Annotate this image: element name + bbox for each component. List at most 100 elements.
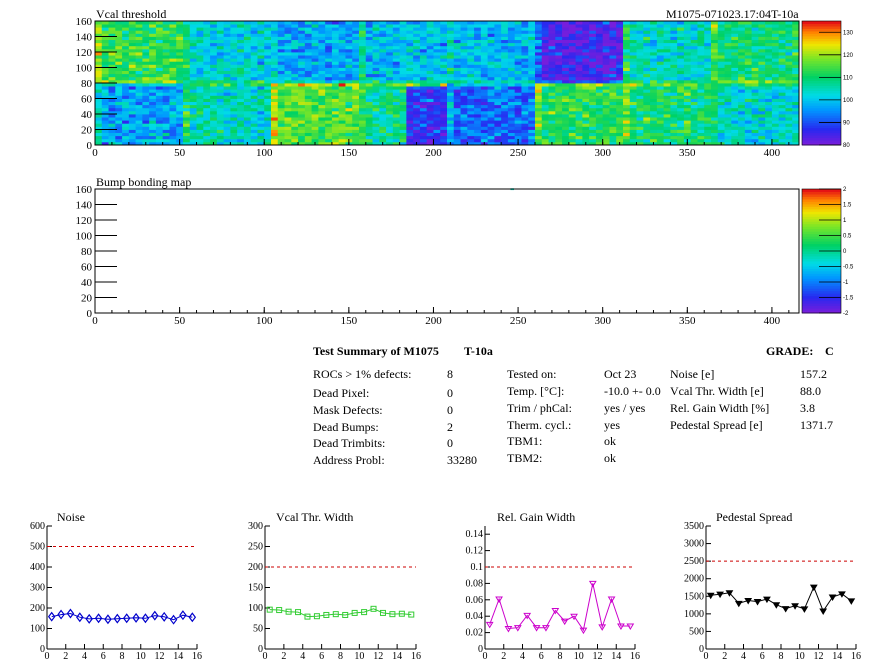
pixel-cell xyxy=(650,61,658,65)
pixel-cell xyxy=(433,135,441,140)
pixel-cell xyxy=(555,52,563,56)
x-tick-label: 0 xyxy=(45,651,50,662)
pixel-cell xyxy=(711,64,719,68)
pixel-cell xyxy=(277,70,285,75)
pixel-cell xyxy=(704,45,712,50)
pixel-cell xyxy=(196,48,204,53)
pixel-cell xyxy=(311,92,319,96)
pixel-cell xyxy=(237,58,245,62)
pixel-cell xyxy=(298,86,306,90)
pixel-cell xyxy=(419,138,428,143)
pixel-cell xyxy=(230,110,238,115)
pixel-cell xyxy=(237,30,245,34)
pixel-cell xyxy=(115,107,123,112)
pixel-cell xyxy=(792,83,800,87)
pixel-cell xyxy=(399,132,407,137)
pixel-cell xyxy=(507,58,516,62)
pixel-cell xyxy=(663,101,671,106)
pixel-cell xyxy=(765,114,773,118)
pixel-cell xyxy=(108,70,116,75)
pixel-cell xyxy=(237,141,245,146)
pixel-cell xyxy=(291,39,299,44)
pixel-cell xyxy=(440,132,448,137)
pixel-cell xyxy=(595,27,604,31)
pixel-cell xyxy=(589,27,597,31)
pixel-cell xyxy=(298,33,306,37)
pixel-cell xyxy=(541,114,549,118)
pixel-cell xyxy=(677,135,685,140)
data-point xyxy=(560,618,569,626)
pixel-cell xyxy=(683,86,692,90)
pixel-cell xyxy=(636,83,644,87)
pixel-cell xyxy=(318,33,326,37)
pixel-cell xyxy=(474,39,482,44)
pixel-cell xyxy=(216,129,225,133)
pixel-cell xyxy=(609,135,617,140)
color-scale-bin xyxy=(802,193,841,197)
pixel-cell xyxy=(528,24,536,28)
pixel-cell xyxy=(460,48,468,53)
pixel-cell xyxy=(616,83,624,87)
pixel-cell xyxy=(677,39,685,44)
pixel-cell xyxy=(196,123,204,127)
pixel-cell xyxy=(582,58,590,62)
pixel-cell xyxy=(189,52,197,56)
pixel-cell xyxy=(609,76,617,81)
pixel-cell xyxy=(128,95,137,99)
pixel-cell xyxy=(738,120,746,124)
pixel-cell xyxy=(162,58,170,62)
pixel-cell xyxy=(189,42,197,47)
pixel-cell xyxy=(480,55,489,59)
color-scale-bin xyxy=(802,50,841,54)
pixel-cell xyxy=(453,89,461,93)
pixel-cell xyxy=(413,39,421,44)
pixel-cell xyxy=(128,64,137,68)
pixel-cell xyxy=(690,30,698,34)
pixel-cell xyxy=(243,58,252,62)
pixel-cell xyxy=(629,45,637,50)
pixel-cell xyxy=(162,114,170,118)
pixel-cell xyxy=(744,24,753,28)
pixel-cell xyxy=(778,126,786,130)
bump-bonding-axes: 0 50 100 150 200 250 300 350 4000204060801001201… xyxy=(76,184,800,327)
pixel-cell xyxy=(365,76,373,81)
pixel-cell xyxy=(467,36,475,40)
data-point xyxy=(160,611,168,622)
pixel-cell xyxy=(223,36,231,40)
pixel-cell xyxy=(108,120,116,124)
color-scale-bin xyxy=(802,97,841,101)
pixel-cell xyxy=(467,24,475,28)
pixel-cell xyxy=(480,120,489,124)
pixel-cell xyxy=(365,123,373,127)
pixel-cell xyxy=(690,86,698,90)
pixel-cell xyxy=(704,120,712,124)
pixel-cell xyxy=(298,101,306,106)
pixel-cell xyxy=(765,27,773,31)
pixel-cell xyxy=(230,42,238,47)
pixel-cell xyxy=(406,126,414,130)
pixel-cell xyxy=(555,114,563,118)
pixel-cell xyxy=(419,27,428,31)
pixel-cell xyxy=(683,67,692,71)
pixel-cell xyxy=(656,123,665,127)
pixel-cell xyxy=(406,135,414,140)
pixel-cell xyxy=(677,104,685,109)
pixel-cell xyxy=(467,52,475,56)
pixel-cell xyxy=(771,67,780,71)
pixel-cell xyxy=(440,107,448,112)
pixel-cell xyxy=(338,70,346,75)
pixel-cell xyxy=(636,67,644,71)
pixel-cell xyxy=(480,30,489,34)
pixel-cell xyxy=(298,117,306,121)
color-scale-tick-label: 80 xyxy=(843,143,850,149)
pixel-cell xyxy=(616,36,624,40)
pixel-cell xyxy=(352,58,360,62)
pixel-cell xyxy=(365,33,373,37)
pixel-cell xyxy=(494,33,502,37)
x-tick-label: 12 xyxy=(155,651,165,662)
pixel-cell xyxy=(264,73,272,78)
pixel-cell xyxy=(697,21,705,25)
pixel-cell xyxy=(480,39,489,44)
pixel-cell xyxy=(230,83,238,87)
pixel-cell xyxy=(142,114,150,118)
